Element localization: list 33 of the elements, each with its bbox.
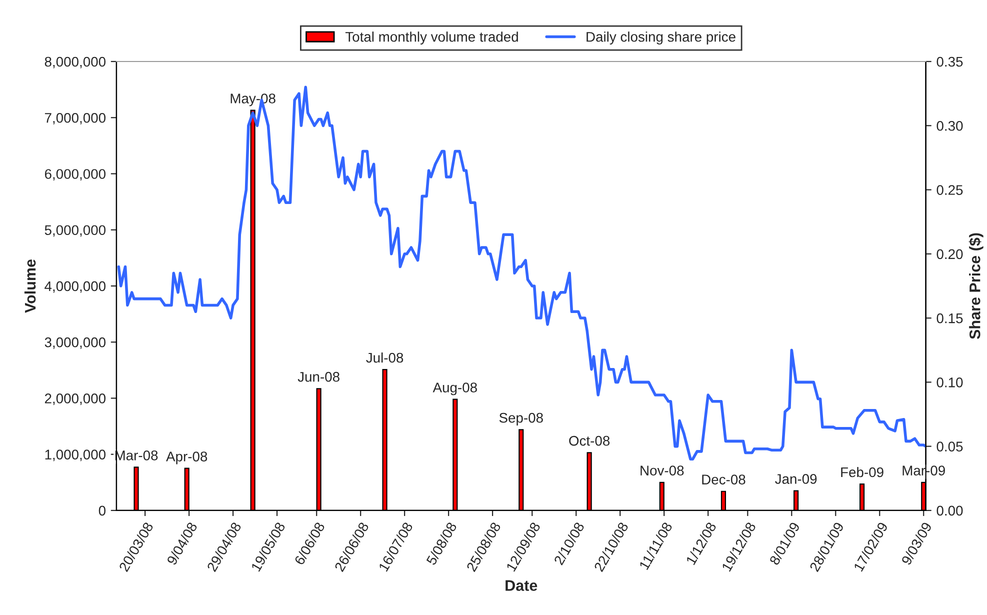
y2-tick-label: 0.30 <box>936 120 963 131</box>
y2-tick-label: 0.15 <box>936 313 963 324</box>
data-label: Sep-08 <box>499 412 543 426</box>
data-label: Jun-08 <box>298 372 340 382</box>
data-label: Aug-08 <box>432 382 477 396</box>
y2-tick-label: 0.00 <box>936 506 963 516</box>
data-label: Apr-08 <box>166 452 208 464</box>
y2-tick-label: 0.25 <box>936 185 963 195</box>
data-label: Dec-08 <box>702 474 746 484</box>
y-tick-label: 7,000,000 <box>44 112 106 124</box>
x-axis-title: Date <box>506 580 538 591</box>
data-label: Jan-09 <box>775 474 817 484</box>
y2-axis-title: Share Price ($) <box>968 233 984 340</box>
y-tick-label: 0 <box>98 506 106 516</box>
y-tick-label: 6,000,000 <box>44 169 106 181</box>
data-label: Feb-09 <box>841 466 884 478</box>
y2-tick-label: 0.35 <box>936 56 963 67</box>
y-tick-label: 8,000,000 <box>44 56 106 68</box>
y-tick-label: 1,000,000 <box>45 450 106 462</box>
y-tick-label: 5,000,000 <box>44 225 106 237</box>
y2-tick-label: 0.20 <box>936 249 963 260</box>
y-tick-label: 3,000,000 <box>44 337 106 349</box>
y-axis-title: Volume <box>24 259 36 313</box>
legend-label: Total monthly volume traded <box>345 32 518 45</box>
data-label: Jul-08 <box>366 352 404 363</box>
y2-tick-label: 0.10 <box>936 378 963 388</box>
data-label: May-08 <box>230 94 276 106</box>
data-label: Oct-08 <box>569 436 610 446</box>
y-tick-label: 2,000,000 <box>44 394 106 406</box>
y-tick-label: 4,000,000 <box>44 281 106 293</box>
legend-label: Daily closing share price <box>586 32 736 45</box>
y2-tick-label: 0.05 <box>936 442 963 452</box>
data-label: Nov-08 <box>640 466 684 476</box>
